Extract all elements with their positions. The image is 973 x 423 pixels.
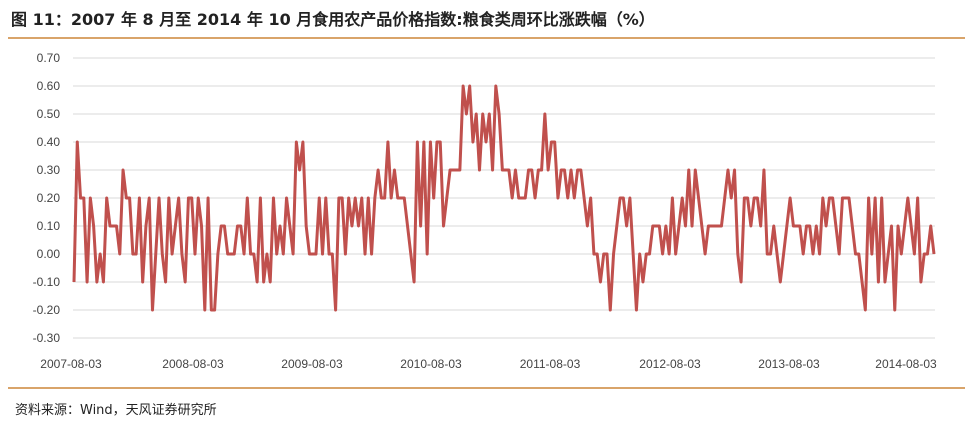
y-tick-label: 0.40 bbox=[37, 135, 61, 149]
y-tick-label: 0.70 bbox=[37, 51, 61, 65]
y-tick-label: -0.20 bbox=[33, 303, 61, 317]
x-tick-label: 2011-08-03 bbox=[520, 357, 581, 371]
y-tick-label: 0.10 bbox=[37, 219, 61, 233]
y-tick-label: -0.30 bbox=[33, 331, 61, 345]
y-axis-ticks: 0.70 0.60 0.50 0.40 0.30 0.20 0.10 0.00 -0.10 -0.… bbox=[33, 51, 61, 345]
x-tick-label: 2008-08-03 bbox=[162, 357, 224, 371]
x-tick-label: 2010-08-03 bbox=[400, 357, 462, 371]
y-tick-label: 0.30 bbox=[37, 163, 61, 177]
y-tick-label: 0.60 bbox=[37, 79, 61, 93]
y-tick-label: -0.10 bbox=[33, 275, 61, 289]
x-axis-ticks: 2007-08-03 2008-08-03 2009-08-03 2010-08-03… bbox=[40, 357, 937, 371]
gridlines bbox=[73, 57, 935, 339]
source-note: 资料来源：Wind，天风证券研究所 bbox=[15, 403, 217, 418]
x-tick-label: 2009-08-03 bbox=[281, 357, 343, 371]
x-tick-label: 2013-08-03 bbox=[758, 357, 820, 371]
x-tick-label: 2012-08-03 bbox=[639, 357, 701, 371]
x-tick-label: 2007-08-03 bbox=[40, 357, 102, 371]
x-tick-label: 2014-08-03 bbox=[875, 357, 937, 371]
y-tick-label: 0.00 bbox=[37, 247, 61, 261]
series-layer bbox=[72, 84, 936, 312]
footer-rule bbox=[8, 387, 965, 389]
title-rule bbox=[8, 37, 965, 39]
chart-title: 图 11：2007 年 8 月至 2014 年 10 月食用农产品价格指数:粮食… bbox=[11, 10, 655, 29]
y-tick-label: 0.50 bbox=[37, 107, 61, 121]
y-tick-label: 0.20 bbox=[37, 191, 61, 205]
series-line bbox=[72, 84, 936, 312]
line-chart: 0.70 0.60 0.50 0.40 0.30 0.20 0.10 0.00 -0.10 -0.… bbox=[33, 51, 937, 371]
